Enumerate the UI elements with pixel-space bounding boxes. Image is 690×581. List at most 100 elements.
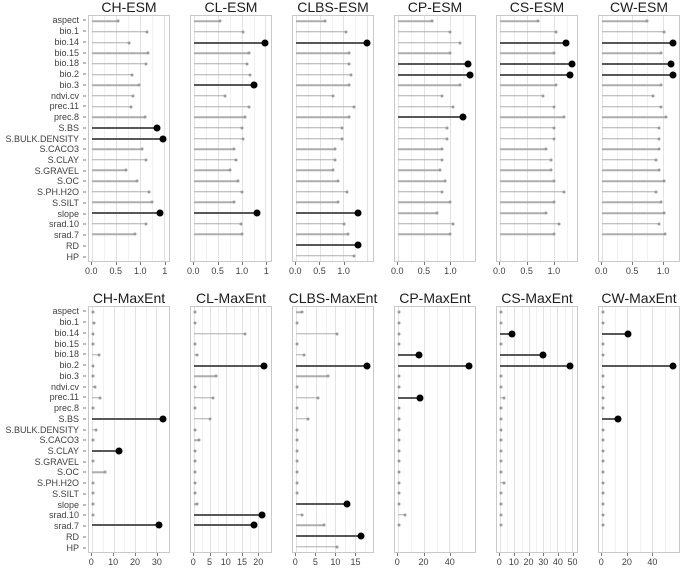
lollipop-line-S.BULK.DENSITY <box>92 428 97 431</box>
x-tick-mark <box>156 553 158 556</box>
lollipop-dot-bio.3 <box>499 374 503 378</box>
lollipop-dot-S.GRAVEL <box>124 168 128 172</box>
lollipop-dot-S.BULK.DENSITY <box>445 137 449 140</box>
gridline-minor <box>265 307 267 552</box>
lollipop-dot-bio.18 <box>144 62 148 66</box>
lollipop-dot-bio.2 <box>465 362 473 370</box>
lollipop-line-bio.3 <box>500 84 557 86</box>
y-axis-tick <box>83 536 86 538</box>
x-tick-label: 0.0 <box>595 266 608 276</box>
lollipop-line-slope <box>500 212 546 214</box>
lollipop-line-bio.18 <box>92 63 147 65</box>
lollipop-dot-S.BS <box>208 417 212 421</box>
lollipop-dot-S.CLAY <box>115 447 123 455</box>
panel-title-CL-MaxEnt: CL-MaxEnt <box>195 290 267 306</box>
lollipop-dot-S.OC <box>601 470 605 474</box>
lollipop-dot-S.GRAVEL <box>228 168 232 172</box>
x-tick-mark <box>601 262 603 265</box>
x-tick-label: 0.0 <box>289 266 302 276</box>
lollipop-line-bio.15 <box>194 52 250 55</box>
lollipop-line-S.BULK.DENSITY <box>296 137 343 140</box>
x-tick-mark <box>295 553 297 556</box>
lollipop-dot-prec.11 <box>416 394 424 402</box>
x-tick-mark <box>343 262 345 265</box>
lollipop-dot-srad.7 <box>499 523 503 527</box>
y-axis-tick <box>83 482 86 484</box>
panel-title-CP-ESM: CP-ESM <box>407 0 463 15</box>
lollipop-line-bio.14 <box>602 41 673 44</box>
lollipop-dot-slope <box>544 211 548 215</box>
lollipop-dot-ndvi.cv <box>93 385 97 389</box>
lollipop-dot-S.BS <box>445 126 449 130</box>
y-axis-label: bio.1 <box>59 26 79 37</box>
lollipop-dot-slope <box>253 209 261 217</box>
y-axis-tick <box>83 353 86 355</box>
x-tick-mark <box>225 553 227 556</box>
y-axis-tick <box>83 84 86 86</box>
lollipop-line-bio.18 <box>296 63 350 65</box>
lollipop-dot-aspect <box>397 310 401 314</box>
gridline-minor <box>364 307 366 552</box>
x-axis-CL-MaxEnt: 0 5 10 15 20 <box>190 553 272 569</box>
x-tick-label: 10 <box>508 557 519 567</box>
x-tick-mark <box>335 553 337 556</box>
panel-plot-CL-ESM <box>190 15 272 262</box>
gridline-major <box>449 307 451 552</box>
x-tick-mark <box>528 553 530 556</box>
lollipop-dot-slope <box>397 502 401 506</box>
x-tick-mark <box>193 262 195 265</box>
lollipop-dot-ndvi.cv <box>541 94 545 98</box>
lollipop-line-RD <box>296 244 359 247</box>
lollipop-line-S.PH.H2O <box>602 191 657 193</box>
lollipop-line-bio.14 <box>398 41 461 44</box>
lollipop-line-srad.7 <box>194 233 242 236</box>
lollipop-dot-S.BS <box>614 415 622 423</box>
gridline-minor <box>614 307 616 552</box>
lollipop-line-S.OC <box>296 180 338 182</box>
lollipop-line-srad.7 <box>194 524 255 527</box>
x-tick-label: 0 <box>190 557 196 567</box>
x-tick-label: 1.0 <box>547 266 561 276</box>
lollipop-dot-srad.10 <box>601 513 605 517</box>
gridline-major <box>366 16 368 261</box>
x-tick-mark <box>164 262 166 265</box>
panel-plot-CH-MaxEnt <box>88 306 170 553</box>
lollipop-dot-bio.3 <box>91 374 95 378</box>
lollipop-dot-bio.3 <box>397 374 401 378</box>
y-axis-label: S.GRAVEL <box>34 456 79 467</box>
x-tick-mark <box>543 553 545 556</box>
x-tick-mark <box>601 553 603 556</box>
y-axis-tick <box>83 547 86 549</box>
lollipop-line-bio.1 <box>296 31 346 33</box>
gridline-minor <box>355 16 357 261</box>
lollipop-dot-bio.14 <box>261 39 269 47</box>
lollipop-dot-HP <box>352 254 356 258</box>
lollipop-dot-bio.15 <box>295 342 299 346</box>
lollipop-line-bio.2 <box>602 364 674 367</box>
lollipop-line-prec.11 <box>296 396 318 399</box>
lollipop-dot-bio.14 <box>335 332 339 336</box>
lollipop-dot-ndvi.cv <box>131 94 135 98</box>
lollipop-line-bio.2 <box>398 364 469 367</box>
x-tick-label: 1.0 <box>656 266 670 276</box>
lollipop-line-bio.14 <box>194 41 265 44</box>
lollipop-dot-S.CACO3 <box>544 147 548 151</box>
lollipop-line-S.CLAY <box>398 159 443 161</box>
lollipop-dot-bio.3 <box>601 374 605 378</box>
lollipop-line-slope <box>296 212 359 215</box>
y-axis-label: S.SILT <box>52 197 79 208</box>
y-axis-tick <box>83 62 86 64</box>
lollipop-dot-S.CACO3 <box>397 438 401 442</box>
lollipop-dot-S.GRAVEL <box>438 168 442 172</box>
lollipop-dot-S.BULK.DENSITY <box>241 137 245 140</box>
facet-row-maxent: aspect bio.1 bio.14 bio.15 bio.18 bio.2 bio.3 n… <box>0 291 690 569</box>
lollipop-dot-bio.2 <box>91 364 95 368</box>
lollipop-line-bio.1 <box>500 31 557 33</box>
lollipop-line-bio.2 <box>296 364 367 367</box>
x-tick-label: 10 <box>220 557 231 567</box>
lollipop-line-prec.11 <box>398 396 420 399</box>
lollipop-dot-prec.11 <box>316 396 320 400</box>
lollipop-dot-bio.14 <box>508 330 516 338</box>
y-axis-label: prec.11 <box>49 392 79 403</box>
x-tick-mark <box>193 553 195 556</box>
